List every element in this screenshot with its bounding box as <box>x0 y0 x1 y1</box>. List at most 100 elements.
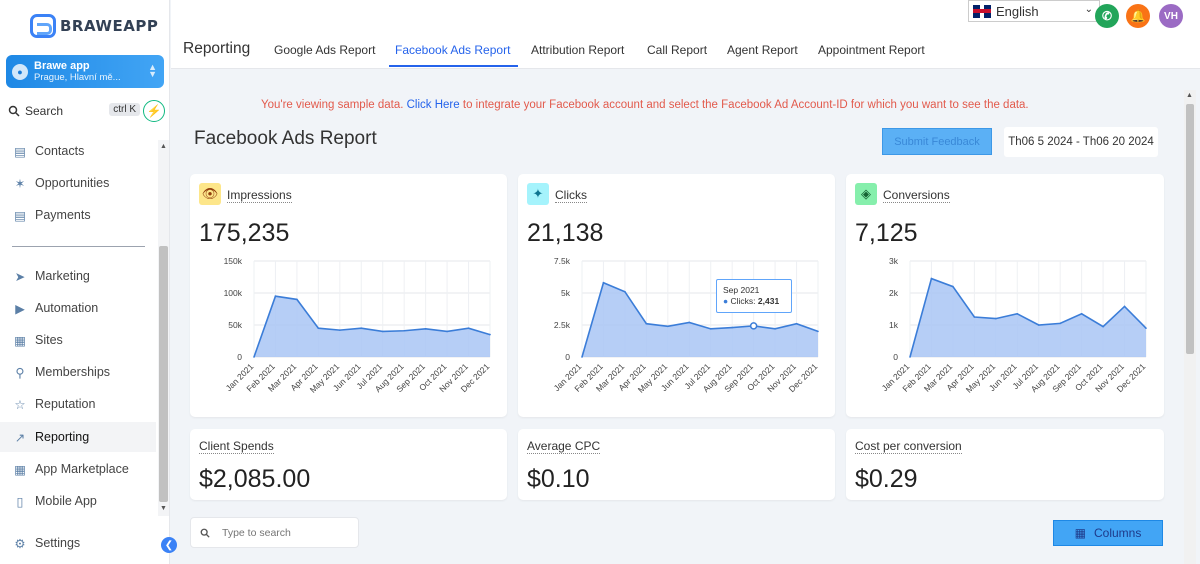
phone-button[interactable]: ✆ <box>1095 4 1119 28</box>
data-point <box>774 328 776 330</box>
data-point <box>1016 313 1019 315</box>
chart-tooltip: Sep 2021 ● Clicks: 2,431 <box>716 279 792 313</box>
sidebar-search[interactable]: Search ctrl K <box>8 100 140 122</box>
sidebar-item-sites[interactable]: ▦ Sites <box>0 325 156 355</box>
date-range-picker[interactable]: Th06 5 2024 - Th06 20 2024 <box>1004 127 1158 157</box>
main-scrollbar[interactable]: ▲ <box>1184 90 1196 564</box>
sidebar-item-label: Reporting <box>35 430 90 444</box>
sidebar-item-automation[interactable]: ▶ Automation <box>0 293 156 323</box>
sidebar-item-settings[interactable]: ⚙ Settings <box>0 528 150 558</box>
y-tick-label: 50k <box>228 320 242 330</box>
location-icon: ● <box>12 63 28 80</box>
sidebar-item-reporting[interactable]: ↗ Reporting <box>0 422 156 452</box>
data-point <box>624 290 626 293</box>
sites-icon: ▦ <box>14 333 26 348</box>
sidebar-item-label: Payments <box>35 208 91 222</box>
data-point <box>667 325 669 328</box>
search-label: Search <box>25 104 64 118</box>
cost-per-conversion-card: Cost per conversion $0.29 <box>846 429 1164 500</box>
memberships-icon: ⚲ <box>15 365 25 380</box>
tooltip-series: Clicks: <box>730 296 756 306</box>
sidebar-item-mobile-app[interactable]: ▯ Mobile App <box>0 486 156 516</box>
average-cpc-value: $0.10 <box>527 465 590 493</box>
sample-data-banner: You're viewing sample data. Click Here t… <box>261 99 1029 111</box>
cursor-click-icon: ✦ <box>527 183 549 205</box>
tab-call-report[interactable]: Call Report <box>647 43 708 57</box>
brand-logo-icon <box>30 14 56 38</box>
data-point <box>339 329 341 331</box>
payments-icon: ▤ <box>14 208 26 223</box>
y-tick-label: 100k <box>224 288 243 298</box>
scroll-up-icon[interactable]: ▲ <box>160 143 167 150</box>
scroll-up-icon[interactable]: ▲ <box>1186 92 1193 99</box>
submit-feedback-button[interactable]: Submit Feedback <box>882 128 992 155</box>
avatar[interactable]: VH <box>1159 4 1183 28</box>
brand-name: BRAWEAPP <box>60 17 159 35</box>
sidebar-item-label: Sites <box>35 333 63 347</box>
brand-logo[interactable]: BRAWEAPP <box>30 14 158 38</box>
collapse-sidebar-button[interactable]: ❮ <box>161 537 177 553</box>
sidebar-item-payments[interactable]: ▤ Payments <box>0 200 156 230</box>
search-shortcut: ctrl K <box>109 103 140 116</box>
sidebar-scrollbar-thumb[interactable] <box>159 246 168 502</box>
opportunities-icon: ✶ <box>14 176 26 191</box>
sidebar-item-memberships[interactable]: ⚲ Memberships <box>0 357 156 387</box>
language-select[interactable]: English ⌄ <box>968 0 1100 22</box>
phone-icon: ✆ <box>1101 9 1113 23</box>
columns-label: Columns <box>1093 526 1142 540</box>
data-point <box>1080 313 1083 315</box>
sidebar-item-app-marketplace[interactable]: ▦ App Marketplace <box>0 454 156 484</box>
columns-button[interactable]: ▦ Columns <box>1053 520 1163 546</box>
data-point <box>795 322 798 325</box>
sidebar-item-reputation[interactable]: ☆ Reputation <box>0 389 156 419</box>
language-label: English <box>996 3 1039 19</box>
cost-per-conversion-value: $0.29 <box>855 465 918 493</box>
conversions-value: 7,125 <box>855 219 918 247</box>
search-icon <box>200 528 210 538</box>
sidebar-item-label: App Marketplace <box>35 462 129 476</box>
table-search[interactable] <box>190 517 359 548</box>
sidebar: BRAWEAPP ● Brawe app Prague, Hlavní mě..… <box>0 0 177 564</box>
tab-facebook-ads-report[interactable]: Facebook Ads Report <box>395 43 511 57</box>
chevron-left-icon: ❮ <box>164 539 174 551</box>
notifications-button[interactable]: 🔔 <box>1126 4 1150 28</box>
data-point <box>1102 325 1104 328</box>
lightning-icon: ⚡ <box>146 104 162 118</box>
sidebar-item-opportunities[interactable]: ✶ Opportunities <box>0 168 156 198</box>
active-tab-indicator <box>389 65 518 67</box>
tab-agent-report[interactable]: Agent Report <box>727 43 798 57</box>
quick-actions-button[interactable]: ⚡ <box>143 100 165 122</box>
data-point <box>688 321 691 324</box>
eye-icon: 👁 <box>199 183 221 205</box>
client-spends-card: Client Spends $2,085.00 <box>190 429 507 500</box>
highlighted-point <box>749 322 758 330</box>
main-scrollbar-thumb[interactable] <box>1186 104 1194 354</box>
sidebar-item-contacts[interactable]: ▤ Contacts <box>0 136 156 166</box>
data-point <box>731 326 733 329</box>
page-title: Reporting <box>183 40 251 57</box>
account-switcher[interactable]: ● Brawe app Prague, Hlavní mě... ▲ ▼ <box>6 55 164 88</box>
table-search-input[interactable] <box>222 526 342 539</box>
tab-appointment-report[interactable]: Appointment Report <box>818 43 925 57</box>
sidebar-item-label: Opportunities <box>35 176 110 190</box>
gear-icon: ⚙ <box>14 536 26 551</box>
data-point <box>360 327 363 329</box>
average-cpc-card: Average CPC $0.10 <box>518 429 835 500</box>
scroll-down-icon[interactable]: ▼ <box>160 505 167 512</box>
y-tick-label: 5k <box>561 288 571 298</box>
sidebar-item-marketing[interactable]: ➤ Marketing <box>0 261 156 291</box>
y-tick-label: 1k <box>889 320 899 330</box>
data-point <box>403 329 405 332</box>
tab-google-ads-report[interactable]: Google Ads Report <box>274 43 376 57</box>
data-point <box>467 327 470 329</box>
integrate-link[interactable]: Click Here <box>406 99 460 111</box>
y-tick-label: 150k <box>224 256 243 266</box>
y-tick-label: 3k <box>889 256 899 266</box>
tab-attribution-report[interactable]: Attribution Report <box>531 43 625 57</box>
uk-flag-icon <box>973 4 991 18</box>
client-spends-value: $2,085.00 <box>199 465 311 493</box>
data-point <box>909 356 911 358</box>
sidebar-item-label: Settings <box>35 536 81 550</box>
